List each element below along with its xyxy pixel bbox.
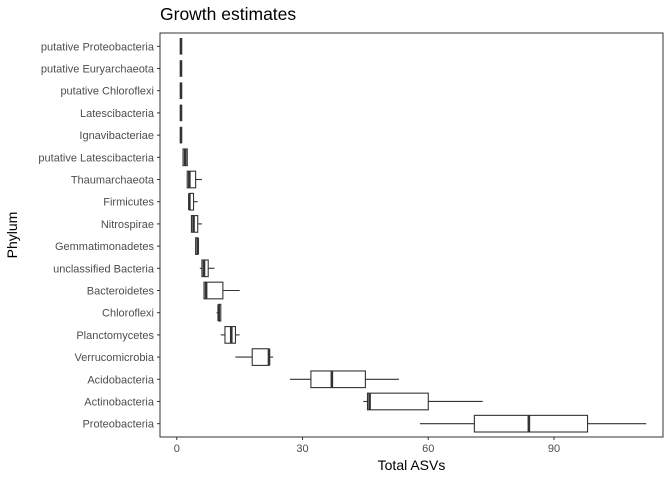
box-5 bbox=[216, 303, 222, 322]
box-8 bbox=[195, 237, 200, 255]
x-tick-label: 30 bbox=[296, 443, 308, 455]
y-tick-label: Firmicutes bbox=[103, 197, 154, 209]
y-tick-label: Latescibacteria bbox=[80, 108, 155, 120]
box-12 bbox=[182, 148, 188, 167]
box-4 bbox=[220, 326, 240, 344]
y-tick-label: putative Proteobacteria bbox=[41, 41, 155, 53]
box-iqr bbox=[186, 170, 197, 189]
box-iqr bbox=[473, 414, 589, 433]
y-tick-label: Chloroflexi bbox=[102, 308, 154, 320]
box-10 bbox=[188, 192, 198, 211]
y-tick-label: putative Latescibacteria bbox=[38, 152, 154, 164]
chart-title: Growth estimates bbox=[160, 4, 296, 24]
box-1 bbox=[363, 392, 483, 411]
y-tick-label: Bacteroidetes bbox=[87, 285, 155, 297]
y-tick-label: putative Euryarchaeota bbox=[41, 64, 155, 76]
box-7 bbox=[199, 259, 215, 278]
y-tick-label: putative Chloroflexi bbox=[60, 86, 154, 98]
x-tick-label: 90 bbox=[548, 443, 560, 455]
box-9 bbox=[190, 215, 202, 233]
box-iqr bbox=[310, 370, 366, 389]
box-0 bbox=[419, 414, 647, 433]
y-tick-label: Gemmatimonadetes bbox=[55, 241, 155, 253]
x-tick-label: 60 bbox=[422, 443, 434, 455]
box-3 bbox=[235, 348, 274, 366]
y-tick-label: Proteobacteria bbox=[82, 419, 154, 431]
y-tick-label: Nitrospirae bbox=[101, 219, 154, 231]
box-iqr bbox=[203, 281, 224, 300]
box-iqr bbox=[251, 348, 270, 366]
y-tick-label: Ignavibacteriae bbox=[79, 130, 154, 142]
y-tick-label: Thaumarchaeota bbox=[71, 175, 155, 187]
box-iqr bbox=[366, 392, 429, 411]
y-axis-title: Phylum bbox=[4, 212, 20, 259]
panel-border bbox=[159, 32, 664, 438]
y-tick-label: unclassified Bacteria bbox=[53, 263, 155, 275]
x-axis: 0 30 60 90 bbox=[174, 437, 560, 455]
box-6 bbox=[203, 281, 240, 300]
x-tick-label: 0 bbox=[174, 443, 180, 455]
boxes-layer bbox=[179, 37, 647, 433]
box-11 bbox=[186, 170, 202, 189]
y-tick-label: Planctomycetes bbox=[76, 330, 154, 342]
y-tick-label: Acidobacteria bbox=[87, 374, 155, 386]
y-tick-label: Actinobacteria bbox=[84, 396, 155, 408]
y-axis: Proteobacteria Actinobacteria Acidobacteri… bbox=[38, 41, 160, 431]
x-axis-title: Total ASVs bbox=[378, 457, 446, 473]
box-2 bbox=[289, 370, 399, 389]
y-tick-label: Verrucomicrobia bbox=[75, 352, 155, 364]
